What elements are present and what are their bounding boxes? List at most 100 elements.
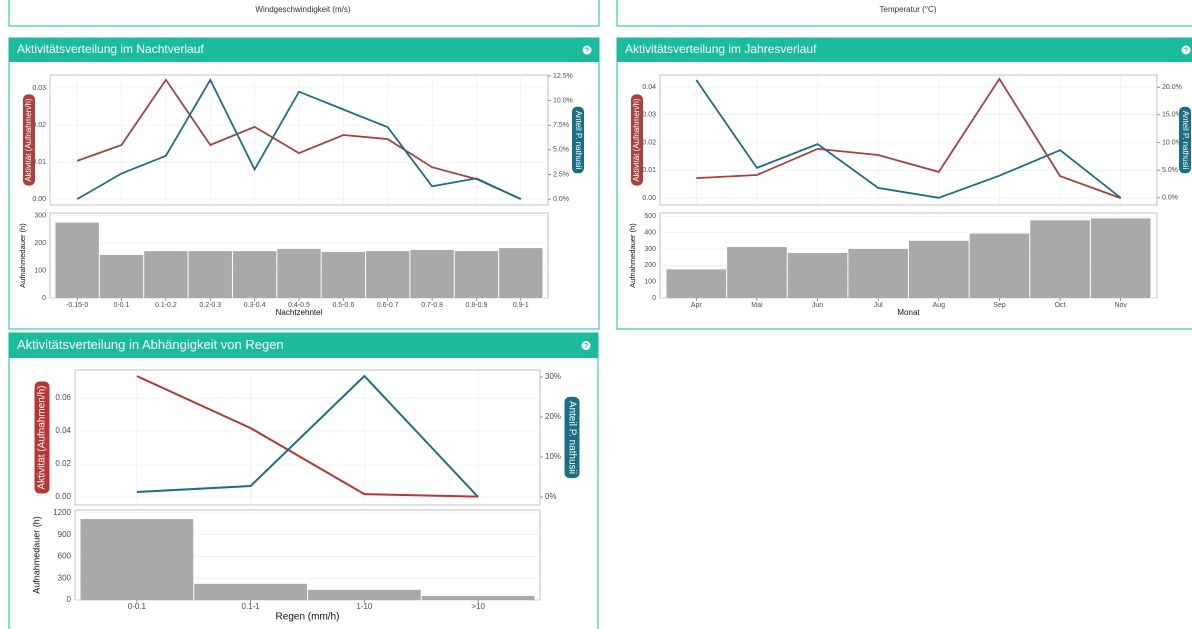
bar — [848, 248, 908, 298]
help-icon-text: ? — [1184, 47, 1188, 54]
x-tick-label: Oct — [1055, 302, 1066, 309]
line-series — [76, 78, 522, 200]
y-axis-label: Aufnahmedauer (h) — [628, 223, 637, 288]
bar — [188, 251, 232, 298]
axis-pill-bg — [23, 94, 35, 186]
panel-header — [9, 38, 599, 62]
y2-tick-label: 12.5% — [553, 73, 573, 80]
axis-pill: Aktivität (Aufnahmen/h) — [34, 381, 50, 494]
x-tick-label: Sep — [993, 302, 1006, 309]
y2-tick-label: 30% — [545, 372, 561, 381]
y-tick-label: 0.03 — [642, 112, 656, 119]
axis-pill: Aktivität (Aufnahmen/h) — [23, 94, 35, 186]
y-tick-label: 0.02 — [642, 139, 656, 146]
panel-header — [9, 333, 598, 358]
bar — [410, 250, 454, 298]
x-tick-label: 0.9-1 — [513, 302, 529, 309]
y-tick-label: 0 — [42, 295, 46, 302]
axis-pill-bg — [1179, 106, 1191, 174]
y-tick-label: 0.03 — [32, 85, 46, 92]
x-tick-label: -0.15-0 — [66, 302, 88, 309]
y-tick-label: 0.04 — [55, 426, 71, 435]
x-tick-label: 0.2-0.3 — [199, 302, 221, 309]
panel-header — [617, 38, 1192, 62]
x-tick-label: Apr — [691, 302, 703, 309]
y-tick-label: 500 — [644, 213, 656, 220]
axis-label: Anteil P. nathusii — [566, 401, 577, 474]
y-tick-label: 0.00 — [55, 492, 71, 501]
y-tick-label: 900 — [58, 530, 72, 539]
y-tick-label: 100 — [34, 267, 46, 274]
y-tick-label: 0.00 — [32, 196, 46, 203]
y2-tick-label: 0.0% — [553, 196, 569, 203]
y-tick-label: 0 — [652, 295, 656, 302]
x-axis-label: Nachtzehntel — [276, 308, 323, 317]
panel-title: Aktivitätsverteilung im Nachtverlauf — [17, 42, 204, 56]
bar — [144, 251, 188, 298]
x-tick-label: Aug — [933, 302, 946, 309]
y-axis-label: Aufnahmedauer (h) — [31, 516, 41, 594]
bar — [277, 248, 321, 298]
line-series — [76, 78, 522, 200]
y-tick-label: 400 — [644, 229, 656, 236]
y2-tick-label: 0.0% — [1162, 195, 1178, 202]
axis-label: Aktivität (Aufnahmen/h) — [37, 386, 48, 490]
bar — [99, 254, 144, 298]
x-tick-label: >10 — [471, 602, 485, 611]
bar — [232, 251, 277, 298]
y2-tick-label: 0% — [545, 492, 557, 501]
bar — [80, 519, 194, 600]
y-tick-label: 200 — [34, 240, 46, 247]
y-tick-label: 0.01 — [32, 159, 46, 166]
x-tick-label: 1-10 — [356, 602, 373, 611]
help-icon — [1181, 45, 1191, 55]
y-tick-label: 100 — [644, 278, 656, 285]
panel-stub — [616, 0, 1192, 27]
line-series — [136, 374, 479, 498]
bar — [308, 589, 421, 600]
axis-pill-bg — [34, 381, 50, 494]
y-tick-label: 200 — [644, 262, 656, 269]
y2-tick-label: 15.0% — [1162, 112, 1182, 119]
x-tick-label: 0.1-1 — [242, 602, 261, 611]
y-axis-label: Aufnahmedauer (h) — [18, 223, 27, 288]
x-tick-label: Jun — [812, 302, 823, 309]
y-tick-label: 1200 — [53, 508, 71, 517]
help-icon-text: ? — [585, 47, 589, 54]
y2-tick-label: 20% — [545, 412, 561, 421]
y2-tick-label: 5.0% — [553, 147, 569, 154]
bar — [909, 240, 969, 298]
help-icon — [582, 45, 592, 55]
x-tick-label: 0.4-0.5 — [288, 302, 310, 309]
axis-pill-bg — [631, 94, 643, 186]
x-tick-label: 0.8-0.9 — [466, 302, 488, 309]
y-tick-label: 0.02 — [32, 122, 46, 129]
plot-area — [74, 369, 541, 506]
bar — [787, 253, 848, 298]
x-tick-label: 0-0.1 — [128, 602, 147, 611]
panel-title: Aktivitätsverteilung im Jahresverlauf — [625, 42, 817, 56]
y2-tick-label: 10.0% — [553, 97, 573, 104]
x-tick-label: Jul — [874, 302, 883, 309]
y2-tick-label: 7.5% — [553, 122, 569, 129]
axis-label: Aktivität (Aufnahmen/h) — [632, 98, 641, 181]
axis-pill: Anteil P. nathusii — [564, 396, 580, 479]
bar — [727, 247, 787, 298]
bar — [499, 248, 543, 298]
y2-tick-label: 10% — [545, 452, 561, 461]
x-tick-label: 0.1-0.2 — [155, 302, 177, 309]
bar — [1030, 220, 1090, 298]
y-tick-label: 0.06 — [55, 393, 71, 402]
x-tick-label: 0.7-0.8 — [421, 302, 443, 309]
x-tick-label: Mai — [751, 302, 763, 309]
x-tick-label: 0.3-0.4 — [244, 302, 266, 309]
x-axis-label: Monat — [897, 308, 920, 317]
x-tick-label: Nov — [1114, 302, 1127, 309]
x-axis-label: Regen (mm/h) — [276, 612, 340, 623]
bar — [666, 269, 727, 298]
axis-label: Windgeschwindigkeit (m/s) — [255, 5, 350, 14]
help-icon — [581, 341, 591, 350]
y2-tick-label: 5.0% — [1162, 167, 1178, 174]
bar — [1090, 218, 1151, 298]
